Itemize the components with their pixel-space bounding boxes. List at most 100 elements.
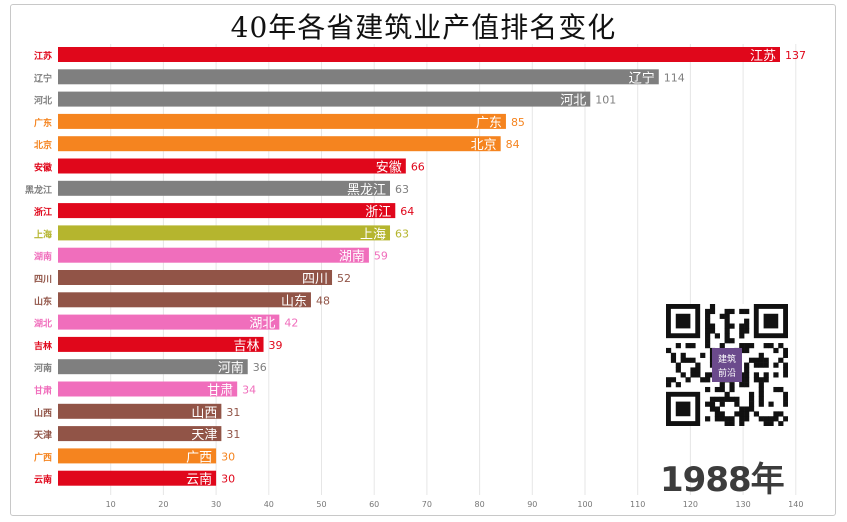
y-category-label: 山东: [34, 295, 52, 307]
bar-value-label: 63: [395, 227, 409, 240]
bar: [58, 403, 222, 419]
x-tick-label: 120: [683, 500, 698, 509]
qr-code: 建筑 前沿: [666, 304, 788, 426]
bar: [58, 203, 396, 219]
bar-inner-label: 山东: [281, 294, 307, 309]
bar-value-label: 64: [400, 205, 414, 218]
y-category-label: 云南: [34, 474, 52, 486]
y-category-label: 甘肃: [34, 385, 52, 397]
bar-value-label: 63: [395, 183, 409, 196]
x-tick-label: 130: [735, 500, 750, 509]
x-tick-label: 70: [422, 500, 432, 509]
y-category-label: 天津: [34, 429, 52, 441]
y-category-label: 上海: [34, 228, 52, 240]
bar: [58, 314, 280, 330]
bar-inner-label: 天津: [191, 428, 217, 443]
bar: [58, 381, 238, 397]
bar-inner-label: 北京: [471, 138, 497, 153]
bar: [58, 292, 311, 308]
x-tick-label: 100: [577, 500, 592, 509]
bar: [58, 91, 591, 107]
bar: [58, 113, 506, 129]
bars: 江苏 137 辽宁 114 河北 101 广东 85 北京 84 安徽 66 黑龙江 63 浙江 64 上海 63…: [58, 47, 806, 488]
bar-inner-label: 甘肃: [207, 384, 233, 399]
bar: [58, 470, 217, 486]
x-tick-label: 80: [475, 500, 485, 509]
bar-inner-label: 浙江: [365, 205, 391, 220]
x-tick-label: 110: [630, 500, 645, 509]
bar-value-label: 114: [664, 71, 685, 84]
y-category-label: 黑龙江: [25, 184, 52, 196]
bar-value-label: 36: [253, 361, 267, 374]
bar-inner-label: 江苏: [750, 48, 776, 64]
x-tick-label: 90: [527, 500, 537, 509]
year-watermark: 1988年: [660, 460, 785, 500]
x-tick-label: 30: [211, 500, 221, 509]
bar-inner-label: 四川: [302, 272, 328, 287]
bar-value-label: 31: [226, 406, 240, 419]
bar: [58, 47, 780, 62]
bar-inner-label: 河北: [560, 94, 586, 109]
bar-value-label: 34: [242, 384, 256, 397]
bar: [58, 158, 406, 174]
bar: [58, 359, 248, 375]
bar: [58, 426, 222, 442]
bar-inner-label: 黑龙江: [347, 183, 386, 198]
y-category-label: 山西: [34, 407, 52, 419]
bar-value-label: 31: [226, 428, 240, 441]
y-category-label: 江苏: [34, 50, 52, 62]
y-category-label: 浙江: [34, 206, 52, 218]
x-tick-label: 20: [158, 500, 168, 509]
bar-value-label: 30: [221, 450, 235, 463]
y-category-label: 河北: [34, 95, 52, 107]
bar-inner-label: 上海: [360, 227, 386, 242]
bar-value-label: 66: [411, 161, 425, 174]
y-category-label: 湖南: [34, 251, 52, 263]
bar: [58, 247, 369, 263]
bar-value-label: 52: [337, 272, 351, 285]
y-category-label: 吉林: [34, 340, 53, 352]
bar: [58, 270, 333, 285]
x-tick-label: 10: [106, 500, 116, 509]
bar-inner-label: 山西: [191, 406, 217, 421]
bar-value-label: 85: [511, 116, 525, 129]
x-tick-label: 140: [788, 500, 803, 509]
x-tick-label: 60: [369, 500, 379, 509]
bar-inner-label: 河南: [218, 360, 244, 376]
bar-value-label: 48: [316, 294, 330, 307]
bar-value-label: 137: [785, 49, 806, 62]
bar: [58, 136, 501, 152]
qr-center-text: 建筑: [718, 353, 736, 365]
bar-inner-label: 广东: [476, 116, 502, 131]
bar-inner-label: 湖北: [249, 317, 275, 332]
bar-value-label: 59: [374, 250, 388, 263]
y-category-label: 安徽: [34, 162, 53, 174]
bar: [58, 180, 391, 196]
bar-value-label: 84: [506, 138, 520, 151]
y-category-label: 北京: [34, 139, 52, 151]
bar: [58, 225, 391, 241]
y-category-label: 四川: [34, 274, 52, 285]
y-category-label: 广西: [34, 451, 52, 463]
bar-inner-label: 吉林: [234, 339, 260, 354]
bar-value-label: 39: [269, 339, 283, 352]
bar: [58, 69, 659, 85]
qr-center-text-2: 前沿: [718, 367, 736, 379]
y-category-label: 辽宁: [34, 72, 52, 84]
y-category-label: 湖北: [34, 318, 52, 330]
bar-value-label: 30: [221, 473, 235, 486]
bar-inner-label: 云南: [186, 472, 212, 488]
bar: [58, 448, 217, 464]
bar-value-label: 42: [284, 317, 298, 330]
bar-inner-label: 辽宁: [629, 70, 655, 86]
bar-inner-label: 湖南: [339, 249, 365, 265]
bar: [58, 336, 264, 352]
bar-value-label: 101: [595, 94, 616, 107]
y-axis-labels: 江苏辽宁河北广东北京安徽黑龙江浙江上海湖南四川山东湖北吉林河南甘肃山西天津广西云…: [25, 50, 53, 486]
bar-inner-label: 安徽: [376, 161, 402, 176]
bar-inner-label: 广西: [186, 450, 212, 465]
y-category-label: 广东: [34, 117, 52, 129]
x-tick-label: 50: [316, 500, 326, 509]
chart-title: 40年各省建筑业产值排名变化: [230, 11, 617, 44]
